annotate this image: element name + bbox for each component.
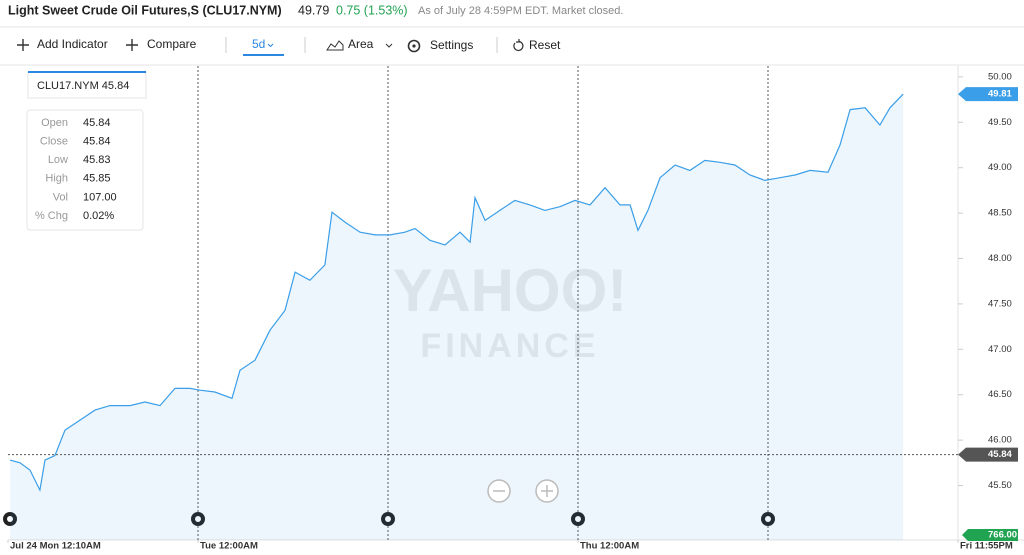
event-marker xyxy=(7,516,13,522)
y-tick-label: 49.00 xyxy=(988,162,1012,173)
tooltip-rows: Open 45.84 Close 45.84 Low 45.83 High 45.85 Vol 1… xyxy=(35,117,117,222)
chart-type-label: Area xyxy=(348,37,374,51)
add-indicator-button[interactable]: Add Indicator xyxy=(17,37,108,51)
area-fill xyxy=(10,94,904,540)
y-tick-label: 47.00 xyxy=(988,344,1012,355)
tooltip-field: Vol xyxy=(53,191,68,203)
plot xyxy=(3,66,963,543)
reset-button[interactable]: Reset xyxy=(513,38,561,52)
x-tick-label: Thu 12:00AM xyxy=(580,541,639,552)
compare-label: Compare xyxy=(147,37,197,51)
tooltip-field: Open xyxy=(41,117,68,129)
volume-label: 766.00 xyxy=(988,530,1017,541)
y-tick-label: 49.50 xyxy=(988,117,1012,128)
event-marker xyxy=(765,516,771,522)
gear-icon xyxy=(412,44,416,48)
range-button[interactable]: 5d xyxy=(243,37,284,56)
reference-label: 45.84 xyxy=(988,449,1012,460)
price: 49.79 xyxy=(298,3,329,17)
x-tick-label: Tue 12:00AM xyxy=(200,541,258,552)
zoom-in-button[interactable] xyxy=(535,479,559,503)
watermark: YAHOO! xyxy=(393,257,628,324)
volume-badge xyxy=(962,529,1018,541)
x-tick-label: Fri 11:55PM xyxy=(960,541,1013,552)
y-tick-label: 50.00 xyxy=(988,71,1012,82)
compare-button[interactable]: Compare xyxy=(126,37,197,51)
y-tick-label: 48.50 xyxy=(988,208,1012,219)
y-tick-label: 46.50 xyxy=(988,389,1012,400)
reset-icon xyxy=(513,39,524,52)
y-tick-label: 46.00 xyxy=(988,435,1012,446)
event-marker xyxy=(575,516,581,522)
watermark: FINANCE xyxy=(420,327,599,365)
tooltip-value: 45.85 xyxy=(83,173,111,185)
reference-badge xyxy=(958,447,1018,462)
plus-icon xyxy=(17,39,29,51)
tooltip-value: 45.83 xyxy=(83,154,111,166)
reset-label: Reset xyxy=(529,38,561,52)
area-icon xyxy=(326,40,344,51)
event-marker xyxy=(385,516,391,522)
x-tick-label: Jul 24 Mon 12:10AM xyxy=(10,541,101,552)
chevron-icon xyxy=(267,43,274,48)
last-price-label: 49.81 xyxy=(988,89,1012,100)
tooltip-symbol: CLU17.NYM 45.84 xyxy=(37,80,129,92)
change: 0.75 (1.53%) xyxy=(336,3,408,17)
chart-type-button[interactable]: Area xyxy=(326,37,393,51)
tooltip-field: Low xyxy=(48,154,68,166)
y-tick-label: 47.50 xyxy=(988,298,1012,309)
range-label: 5d xyxy=(252,37,265,51)
tooltip-box xyxy=(26,109,144,231)
last-price-badge xyxy=(958,87,1018,102)
event-marker xyxy=(195,516,201,522)
tooltip-value: 0.02% xyxy=(83,210,114,222)
zoom-in-icon xyxy=(541,485,553,497)
price-line xyxy=(9,93,904,493)
tooltip-value: 45.84 xyxy=(83,136,111,148)
plus-icon xyxy=(126,39,138,51)
tooltip-field: Close xyxy=(40,136,68,148)
chevron-icon xyxy=(385,43,393,48)
y-tick-label: 48.00 xyxy=(988,253,1012,264)
settings-label: Settings xyxy=(430,38,473,52)
y-tick-label: 45.50 xyxy=(988,480,1012,491)
tooltip-value: 45.84 xyxy=(83,117,111,129)
plot-area xyxy=(8,66,958,540)
add-indicator-label: Add Indicator xyxy=(37,37,108,51)
title: Light Sweet Crude Oil Futures,S (CLU17.N… xyxy=(8,3,282,17)
gear-icon xyxy=(407,39,421,53)
tooltip-field: % Chg xyxy=(35,210,68,222)
settings-button[interactable]: Settings xyxy=(407,38,474,53)
tooltip-field: High xyxy=(45,173,68,185)
zoom-out-button[interactable] xyxy=(487,479,511,503)
tooltip-symbol-box xyxy=(27,71,147,99)
tooltip-value: 107.00 xyxy=(83,191,117,203)
status: As of July 28 4:59PM EDT. Market closed. xyxy=(418,5,623,17)
